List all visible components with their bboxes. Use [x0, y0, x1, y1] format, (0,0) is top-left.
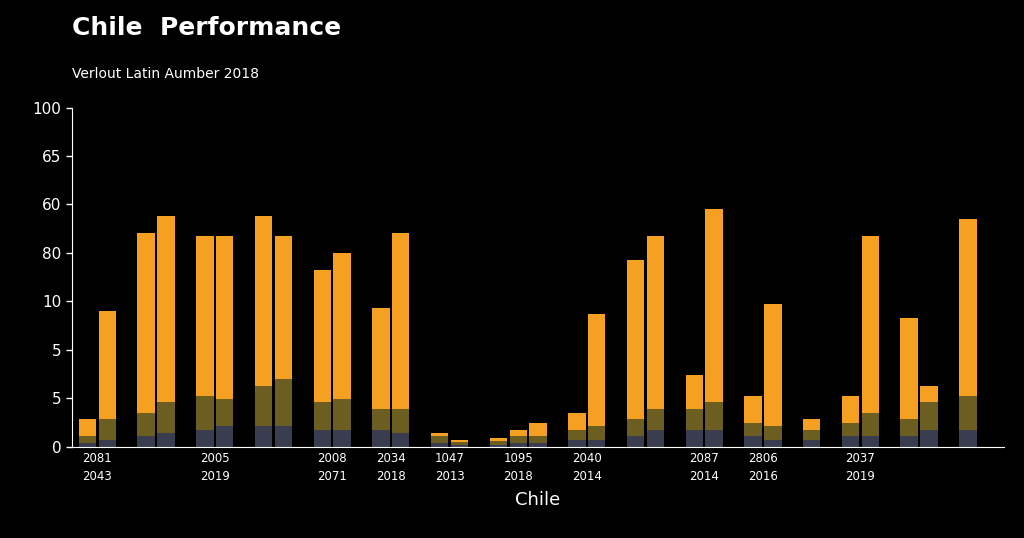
Bar	[529, 436, 547, 443]
Text: Chile  Performance: Chile Performance	[72, 16, 341, 40]
Bar	[255, 426, 272, 447]
Bar	[79, 420, 96, 436]
Bar	[647, 429, 665, 447]
Bar	[510, 443, 527, 447]
Bar	[216, 236, 233, 399]
Bar	[451, 440, 468, 442]
Bar	[137, 413, 155, 436]
Text: Verlout Latin Aumber 2018: Verlout Latin Aumber 2018	[72, 67, 259, 81]
Bar	[255, 386, 272, 426]
Bar	[900, 318, 918, 420]
Bar	[627, 420, 644, 436]
Bar	[510, 436, 527, 443]
Bar	[686, 376, 702, 409]
Bar	[431, 436, 449, 443]
Bar	[451, 445, 468, 447]
Bar	[98, 311, 116, 420]
Bar	[313, 402, 331, 429]
Bar	[861, 236, 879, 413]
Bar	[98, 440, 116, 447]
Bar	[744, 423, 762, 436]
Bar	[647, 409, 665, 429]
Bar	[764, 304, 781, 426]
Bar	[959, 395, 977, 429]
Bar	[489, 438, 507, 442]
Bar	[197, 429, 214, 447]
Bar	[627, 260, 644, 420]
Bar	[842, 436, 859, 447]
Bar	[197, 236, 214, 396]
Bar	[959, 429, 977, 447]
Bar	[489, 445, 507, 447]
Bar	[568, 413, 586, 429]
Bar	[79, 436, 96, 443]
Bar	[842, 395, 859, 423]
Bar	[392, 409, 410, 433]
Bar	[216, 399, 233, 426]
Bar	[313, 270, 331, 402]
Bar	[588, 426, 605, 440]
Bar	[861, 413, 879, 436]
Bar	[158, 216, 175, 402]
Bar	[334, 399, 351, 429]
Bar	[489, 442, 507, 445]
Bar	[803, 440, 820, 447]
Bar	[861, 436, 879, 447]
Bar	[137, 233, 155, 413]
Bar	[529, 443, 547, 447]
Bar	[686, 409, 702, 429]
Bar	[216, 426, 233, 447]
Bar	[313, 429, 331, 447]
Bar	[842, 423, 859, 436]
Bar	[431, 443, 449, 447]
Bar	[706, 429, 723, 447]
Bar	[274, 379, 292, 426]
Bar	[900, 436, 918, 447]
Bar	[764, 440, 781, 447]
Bar	[568, 440, 586, 447]
Bar	[274, 426, 292, 447]
Bar	[137, 436, 155, 447]
Bar	[373, 409, 389, 429]
Bar	[568, 429, 586, 440]
Bar	[392, 233, 410, 409]
Bar	[744, 395, 762, 423]
Bar	[647, 236, 665, 409]
Bar	[921, 386, 938, 402]
Bar	[803, 420, 820, 429]
Bar	[900, 420, 918, 436]
Bar	[588, 314, 605, 426]
Bar	[392, 433, 410, 447]
Bar	[627, 436, 644, 447]
Bar	[98, 420, 116, 440]
Bar	[197, 395, 214, 429]
Bar	[510, 429, 527, 436]
Bar	[803, 429, 820, 440]
Bar	[686, 429, 702, 447]
Bar	[158, 433, 175, 447]
Bar	[588, 440, 605, 447]
Bar	[334, 429, 351, 447]
Bar	[921, 402, 938, 429]
Bar	[529, 423, 547, 436]
Bar	[706, 402, 723, 429]
Bar	[274, 236, 292, 379]
Bar	[158, 402, 175, 433]
Bar	[706, 209, 723, 402]
Bar	[764, 426, 781, 440]
Bar	[921, 429, 938, 447]
Bar	[451, 442, 468, 445]
Bar	[255, 216, 272, 386]
Bar	[79, 443, 96, 447]
Bar	[959, 220, 977, 396]
Bar	[431, 433, 449, 436]
Bar	[373, 308, 389, 409]
Bar	[744, 436, 762, 447]
Bar	[373, 429, 389, 447]
X-axis label: Chile: Chile	[515, 491, 560, 509]
Bar	[334, 253, 351, 399]
